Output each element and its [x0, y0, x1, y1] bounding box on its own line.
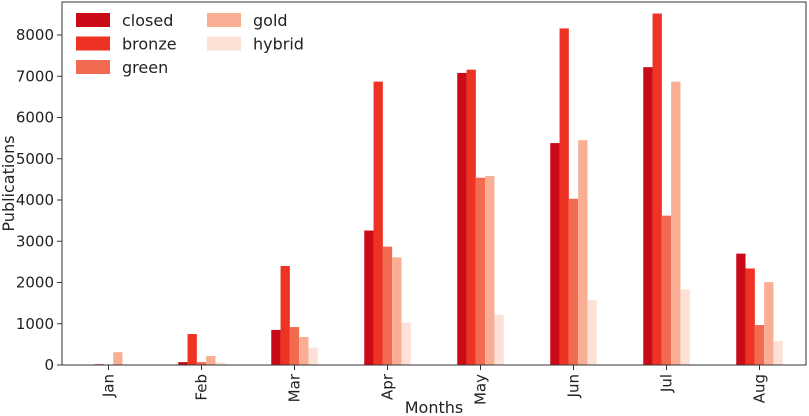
x-axis-label: Months [405, 398, 463, 416]
y-tick-label: 7000 [16, 67, 54, 85]
bar-closed-feb [178, 362, 188, 365]
bar-closed-aug [736, 253, 746, 366]
bar-gold-jan [113, 352, 123, 365]
x-tick-label-jun: Jun [565, 374, 583, 398]
bar-hybrid-mar [308, 347, 318, 365]
bar-gold-mar [299, 336, 309, 365]
y-tick-label: 0 [44, 356, 54, 374]
legend-label-closed: closed [122, 11, 173, 30]
bar-hybrid-jul [680, 289, 690, 365]
y-tick-label: 4000 [16, 191, 54, 209]
x-tick-label-mar: Mar [286, 373, 304, 402]
x-tick-label-jan: Jan [100, 374, 118, 398]
legend-swatch-hybrid [207, 36, 241, 51]
bar-hybrid-feb [215, 362, 225, 365]
y-tick-label: 2000 [16, 274, 54, 292]
bar-bronze-may [466, 69, 476, 366]
bar-gold-jul [671, 81, 681, 366]
bar-green-apr [382, 246, 393, 365]
plot-frame [61, 1, 807, 366]
legend-label-hybrid: hybrid [253, 35, 304, 54]
legend-label-bronze: bronze [122, 35, 177, 54]
y-tick-label: 5000 [16, 150, 54, 168]
bar-closed-jul [643, 67, 653, 366]
bar-closed-mar [271, 329, 281, 365]
bar-gold-aug [764, 282, 774, 365]
y-tick-label: 3000 [16, 232, 54, 250]
bar-gold-apr [392, 257, 402, 365]
bar-closed-jun [550, 143, 560, 365]
x-tick-label-aug: Aug [751, 374, 769, 403]
bars-layer [94, 13, 783, 366]
x-tick-label-may: May [472, 374, 490, 405]
bar-green-aug [754, 324, 765, 365]
bar-gold-feb [206, 355, 216, 365]
x-tick-label-apr: Apr [379, 373, 397, 400]
legend: closed bronze green gold hybrid [76, 11, 304, 77]
bar-hybrid-jun [587, 300, 597, 365]
bar-bronze-feb [187, 334, 197, 365]
x-axis-ticks: Jan Feb Mar Apr May Jun Jul Aug [100, 365, 769, 405]
bar-gold-jun [578, 140, 588, 365]
bar-hybrid-apr [401, 322, 411, 365]
legend-swatch-closed [76, 13, 110, 27]
y-axis-ticks: 0 1000 2000 3000 4000 5000 6000 7000 8000 [16, 26, 62, 374]
legend-swatch-bronze [76, 36, 110, 51]
x-tick-label-feb: Feb [193, 374, 211, 401]
bar-closed-may [457, 72, 467, 365]
bar-closed-apr [364, 230, 374, 365]
legend-swatch-green [76, 60, 110, 74]
bar-green-jun [568, 198, 579, 365]
bar-hybrid-aug [773, 341, 783, 365]
bar-bronze-jul [652, 13, 662, 366]
y-tick-label: 8000 [16, 26, 54, 44]
x-tick-label-jul: Jul [658, 374, 676, 393]
bar-green-may [475, 177, 486, 365]
bar-gold-may [485, 176, 495, 365]
bar-bronze-apr [373, 81, 383, 366]
legend-swatch-gold [207, 13, 241, 27]
bar-green-jul [661, 215, 672, 365]
bar-green-feb [196, 362, 207, 365]
y-tick-label: 1000 [16, 315, 54, 333]
y-axis-label: Publications [0, 135, 18, 231]
legend-label-gold: gold [253, 11, 288, 30]
bar-hybrid-may [494, 314, 504, 365]
bar-bronze-aug [745, 268, 755, 365]
y-tick-label: 6000 [16, 109, 54, 127]
legend-label-green: green [122, 58, 168, 77]
bar-green-mar [289, 327, 300, 365]
bar-bronze-mar [280, 266, 290, 365]
bar-bronze-jun [559, 28, 569, 366]
